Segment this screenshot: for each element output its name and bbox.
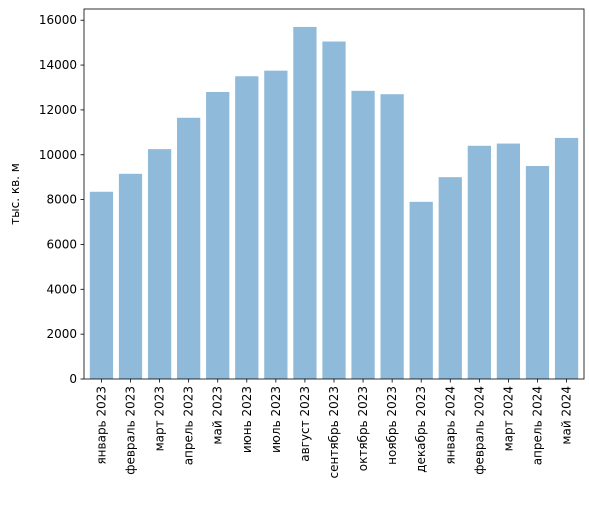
bar-14 xyxy=(467,145,491,379)
bar-1 xyxy=(89,191,114,379)
x-tick-label: июнь 2023 xyxy=(240,386,254,453)
x-tick-label: апрель 2024 xyxy=(530,386,544,465)
x-tick-label: март 2024 xyxy=(501,386,515,451)
x-tick-label: июль 2023 xyxy=(269,386,283,453)
x-tick-label: февраль 2024 xyxy=(472,386,486,475)
bar-4 xyxy=(177,117,201,379)
bar-11 xyxy=(380,94,404,380)
bar-13 xyxy=(438,177,462,379)
bar-10 xyxy=(351,90,375,379)
bar-8 xyxy=(293,26,317,379)
y-tick-label: 8000 xyxy=(46,193,77,207)
y-tick-label: 12000 xyxy=(39,103,77,117)
y-tick-label: 6000 xyxy=(46,237,77,251)
x-tick-label: апрель 2023 xyxy=(182,386,196,465)
x-tick-label: сентябрь 2023 xyxy=(327,386,341,478)
x-tick-label: май 2023 xyxy=(211,386,225,445)
y-tick-label: 0 xyxy=(69,372,77,386)
bar-7 xyxy=(264,70,288,380)
bar-9 xyxy=(322,41,346,380)
bar-16 xyxy=(525,165,550,379)
y-tick-label: 14000 xyxy=(39,58,77,72)
x-tick-label: ноябрь 2023 xyxy=(385,386,399,465)
x-tick-label: май 2024 xyxy=(560,386,574,445)
x-tick-label: январь 2023 xyxy=(94,386,108,465)
plot-frame xyxy=(83,8,585,380)
x-tick-label: январь 2024 xyxy=(443,386,457,465)
x-tick-label: август 2023 xyxy=(298,386,312,462)
y-axis-label: тыс. кв. м xyxy=(8,163,22,225)
y-tick-label: 16000 xyxy=(39,13,77,27)
bar-17 xyxy=(554,137,579,379)
y-tick-label: 10000 xyxy=(39,148,77,162)
bar-3 xyxy=(147,149,172,379)
bar-6 xyxy=(235,76,259,380)
bars-group xyxy=(89,26,579,380)
y-tick-label: 4000 xyxy=(46,282,77,296)
y-tick-label: 2000 xyxy=(46,327,77,341)
x-tick-label: декабрь 2023 xyxy=(414,386,428,473)
bar-5 xyxy=(206,91,230,379)
x-tick-label: февраль 2023 xyxy=(124,386,138,475)
x-tick-label: март 2023 xyxy=(153,386,167,451)
bar-12 xyxy=(409,201,433,379)
bar-2 xyxy=(118,173,143,379)
x-tick-label: октябрь 2023 xyxy=(356,386,370,471)
y-axis-ticks: 0 2000 4000 6000 8000 10000 12000 14000 16000 xyxy=(39,13,84,386)
bar-15 xyxy=(496,143,521,379)
x-axis-ticks: январь 2023 февраль 2023 март 2023 апрель 2… xyxy=(94,379,574,478)
